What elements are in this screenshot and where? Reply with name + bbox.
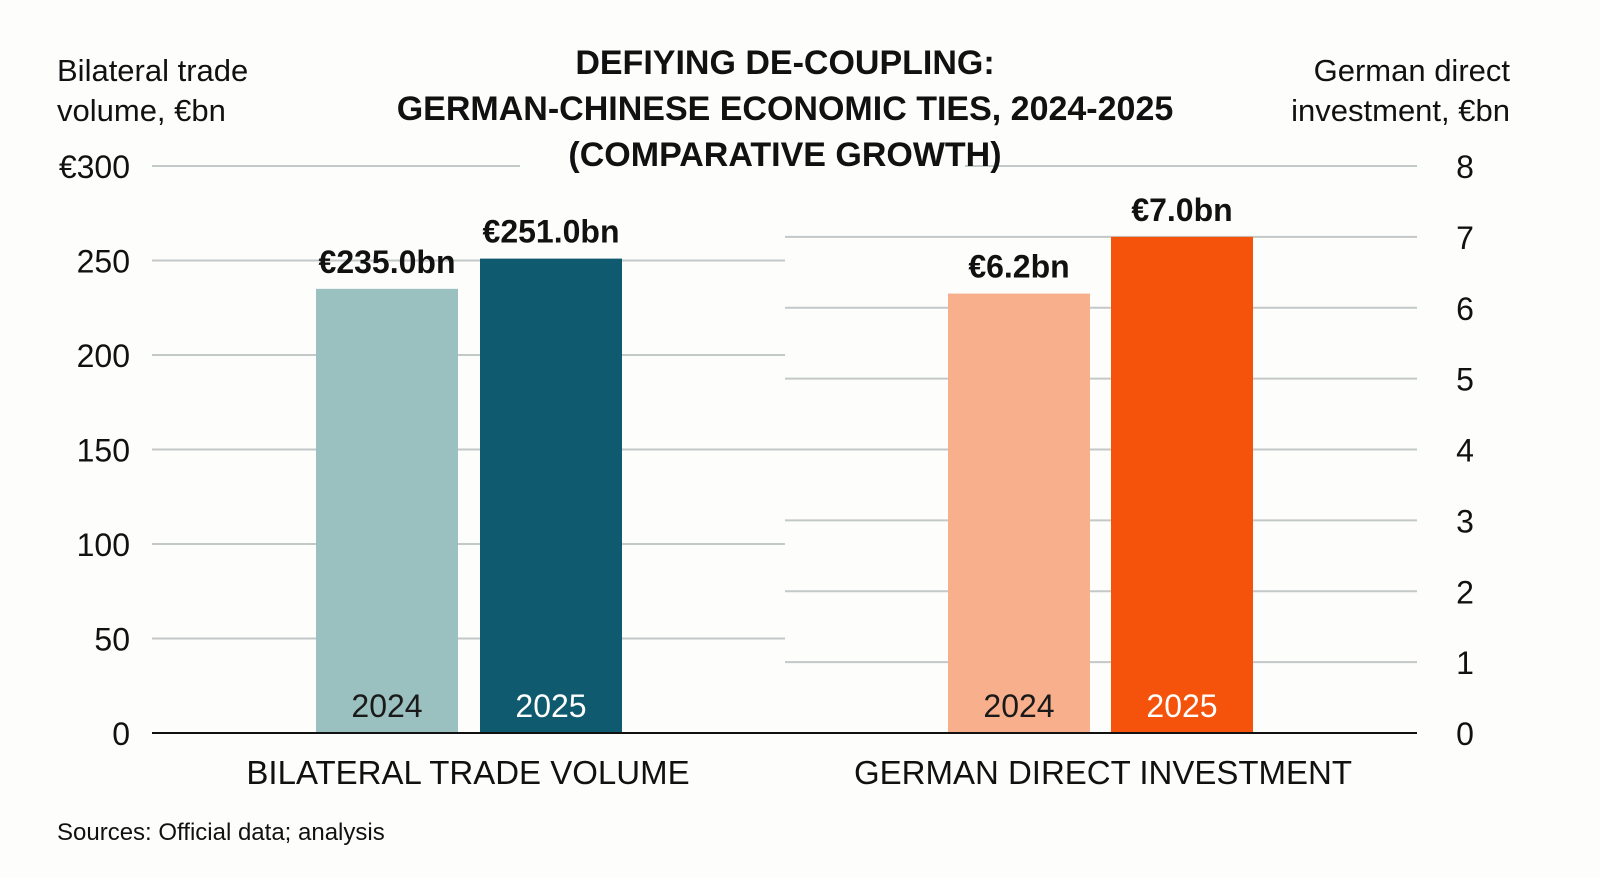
bar-year-label: 2024 xyxy=(983,688,1054,724)
data-label: €7.0bn xyxy=(1131,192,1232,228)
y-tick-label: 250 xyxy=(77,244,130,280)
category-label-trade: BILATERAL TRADE VOLUME xyxy=(246,754,689,791)
y-tick-label: 200 xyxy=(77,338,130,374)
data-label: €6.2bn xyxy=(968,249,1069,285)
bar-year-label: 2025 xyxy=(515,688,586,724)
bar-trade-2024 xyxy=(316,288,458,733)
y-tick-label: €300 xyxy=(59,149,130,185)
category-label-investment: GERMAN DIRECT INVESTMENT xyxy=(854,754,1352,791)
y-tick-label: 7 xyxy=(1456,220,1474,256)
chart-title-line-2: GERMAN-CHINESE ECONOMIC TIES, 2024-2025 xyxy=(397,90,1174,128)
source-note: Sources: Official data; analysis xyxy=(57,819,385,846)
y-tick-label: 50 xyxy=(94,622,130,658)
data-label: €235.0bn xyxy=(319,244,456,280)
y-tick-label: 2 xyxy=(1456,574,1474,610)
y-tick-label: 8 xyxy=(1456,149,1474,185)
right-axis-label-line-1: German direct xyxy=(1314,53,1511,88)
bar-investment-2025 xyxy=(1111,236,1253,733)
bar-year-label: 2024 xyxy=(351,688,422,724)
bar-trade-2025 xyxy=(480,258,622,733)
right-axis-label-line-2: investment, €bn xyxy=(1291,93,1510,128)
chart-title-line-3: (COMPARATIVE GROWTH) xyxy=(568,136,1001,174)
data-label: €251.0bn xyxy=(483,214,620,250)
bar-investment-2024 xyxy=(948,293,1090,733)
bar-year-label: 2025 xyxy=(1146,688,1217,724)
y-tick-label: 1 xyxy=(1456,645,1474,681)
y-tick-label: 100 xyxy=(77,527,130,563)
y-tick-label: 0 xyxy=(112,716,130,752)
y-tick-label: 4 xyxy=(1456,433,1474,469)
left-axis-label-line-2: volume, €bn xyxy=(57,93,226,128)
left-axis-label-line-1: Bilateral trade xyxy=(57,53,248,88)
y-tick-label: 3 xyxy=(1456,503,1474,539)
chart-title-line-1: DEFIYING DE-COUPLING: xyxy=(575,44,994,82)
y-tick-label: 6 xyxy=(1456,291,1474,327)
y-tick-label: 5 xyxy=(1456,362,1474,398)
y-tick-label: 0 xyxy=(1456,716,1474,752)
y-tick-label: 150 xyxy=(77,433,130,469)
